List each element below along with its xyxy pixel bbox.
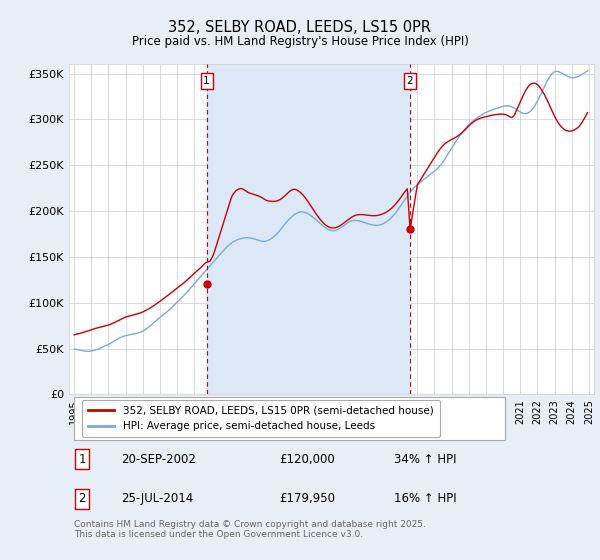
Text: Price paid vs. HM Land Registry's House Price Index (HPI): Price paid vs. HM Land Registry's House … [131,35,469,48]
Text: 25-JUL-2014: 25-JUL-2014 [121,492,194,505]
Text: 352, SELBY ROAD, LEEDS, LS15 0PR: 352, SELBY ROAD, LEEDS, LS15 0PR [169,20,431,35]
Text: 16% ↑ HPI: 16% ↑ HPI [395,492,457,505]
Text: 1: 1 [79,452,86,466]
Text: £179,950: £179,950 [279,492,335,505]
FancyBboxPatch shape [74,397,505,440]
Text: 20-SEP-2002: 20-SEP-2002 [121,452,196,466]
Legend: 352, SELBY ROAD, LEEDS, LS15 0PR (semi-detached house), HPI: Average price, semi: 352, SELBY ROAD, LEEDS, LS15 0PR (semi-d… [82,400,440,437]
Text: £120,000: £120,000 [279,452,335,466]
Text: 1: 1 [203,76,210,86]
Bar [206,64,410,394]
Text: Contains HM Land Registry data © Crown copyright and database right 2025.
This d: Contains HM Land Registry data © Crown c… [74,520,426,539]
Text: 2: 2 [406,76,413,86]
Text: 2: 2 [79,492,86,505]
Text: 34% ↑ HPI: 34% ↑ HPI [395,452,457,466]
